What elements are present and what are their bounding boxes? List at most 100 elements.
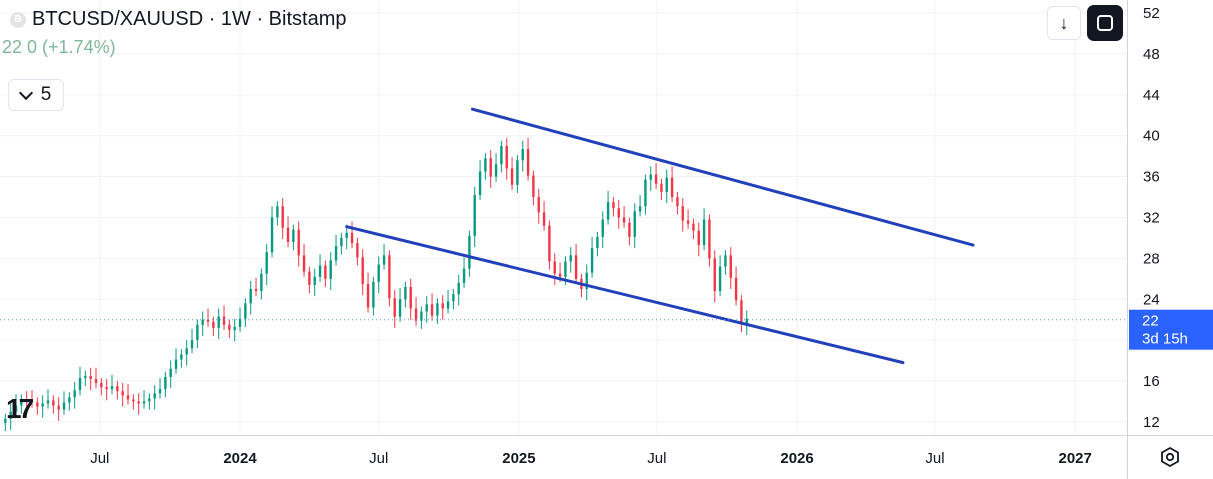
y-tick-label: 12 (1143, 414, 1160, 431)
candle-body (457, 282, 460, 295)
candle-body (452, 294, 455, 302)
candle-body (478, 171, 482, 196)
candle-body (382, 255, 386, 265)
candle-body (174, 359, 178, 369)
y-tick-label: 32 (1143, 210, 1160, 227)
candle-body (105, 387, 108, 390)
candle-body (446, 301, 450, 309)
candle-body (4, 418, 7, 423)
candle-body (489, 158, 492, 177)
x-tick-label: Jul (925, 450, 944, 467)
candle-body (212, 321, 215, 328)
candle-body (377, 264, 380, 282)
chart-settings-button[interactable] (1157, 444, 1183, 470)
candle-body (36, 402, 39, 407)
candle-body (148, 398, 151, 402)
candle-body (334, 246, 338, 261)
candle-body (388, 255, 391, 299)
candle-body (521, 149, 524, 161)
candle-body (686, 220, 690, 224)
candle-body (110, 386, 114, 390)
candle-body (628, 222, 631, 237)
candle-body (372, 281, 375, 308)
candle-body (612, 202, 615, 209)
candle-body (297, 229, 300, 256)
candle-body (596, 236, 599, 249)
tradingview-logo[interactable]: 17 (6, 393, 34, 424)
fullscreen-button[interactable] (1087, 5, 1123, 41)
candle-body (137, 401, 140, 404)
download-button[interactable]: ↓ (1047, 6, 1081, 40)
candle-body (361, 257, 364, 284)
candle-body (500, 145, 503, 165)
candle-body (73, 390, 76, 398)
candle-body (308, 271, 311, 285)
fullscreen-icon (1097, 15, 1113, 31)
candle-body (126, 395, 130, 400)
candle-body (505, 145, 508, 169)
candle-body (142, 401, 146, 404)
candle-body (185, 348, 188, 355)
candle-body (708, 219, 711, 259)
candle-body (702, 219, 706, 246)
candle-body (393, 298, 396, 317)
candle-body (473, 195, 476, 236)
candle-body (745, 318, 748, 324)
candle-body (398, 299, 402, 317)
candle-body (276, 206, 279, 218)
candle-body (89, 375, 92, 379)
candle-body (606, 202, 610, 220)
indicators-toggle-button[interactable]: 5 (8, 79, 64, 111)
candle-body (409, 286, 412, 309)
symbol-title-row: B BTCUSD/XAUUSD · 1W · Bitstamp (10, 8, 346, 31)
candle-body (14, 405, 18, 412)
candle-body (404, 286, 407, 300)
candle-body (228, 324, 231, 330)
candlestick-series (4, 137, 748, 432)
candle-body (116, 386, 119, 392)
candle-body (254, 289, 258, 292)
candle-body (548, 225, 551, 262)
trendlines (345, 107, 975, 365)
candle-body (132, 399, 135, 402)
candle-body (62, 402, 66, 410)
candle-body (238, 318, 242, 327)
candle-body (324, 265, 327, 279)
candle-body (318, 265, 322, 277)
candle-body (740, 300, 743, 324)
current-price-label-box (1129, 309, 1213, 350)
candle-body (558, 273, 562, 277)
candle-body (222, 316, 226, 325)
candle-body (20, 399, 23, 406)
candle-body (46, 400, 50, 404)
candle-body (665, 177, 668, 192)
candle-body (52, 400, 55, 406)
candle-body (41, 403, 44, 407)
price-change: 22 0 (+1.74%) (2, 37, 116, 57)
y-tick-label: 40 (1143, 128, 1160, 145)
candle-body (569, 255, 572, 262)
x-tick-label: Jul (369, 450, 388, 467)
candle-body (30, 401, 34, 403)
candle-body (414, 308, 418, 321)
candle-body (121, 391, 124, 396)
candle-body (617, 208, 620, 218)
candle-body (164, 376, 167, 390)
candle-body (660, 183, 663, 192)
symbol-title[interactable]: BTCUSD/XAUUSD · 1W · Bitstamp (32, 8, 347, 30)
candle-body (100, 383, 103, 388)
trendline (470, 107, 975, 247)
candle-body (494, 164, 498, 177)
candle-body (153, 393, 156, 399)
candle-body (724, 255, 727, 267)
indicator-count: 5 (40, 84, 52, 105)
candle-body (430, 304, 434, 316)
candle-body (260, 273, 263, 292)
candle-body (638, 206, 642, 212)
candle-body (420, 311, 423, 321)
candle-body (585, 272, 588, 290)
candle-body (345, 232, 348, 238)
y-tick-label: 28 (1143, 250, 1160, 267)
candle-body (281, 206, 284, 228)
